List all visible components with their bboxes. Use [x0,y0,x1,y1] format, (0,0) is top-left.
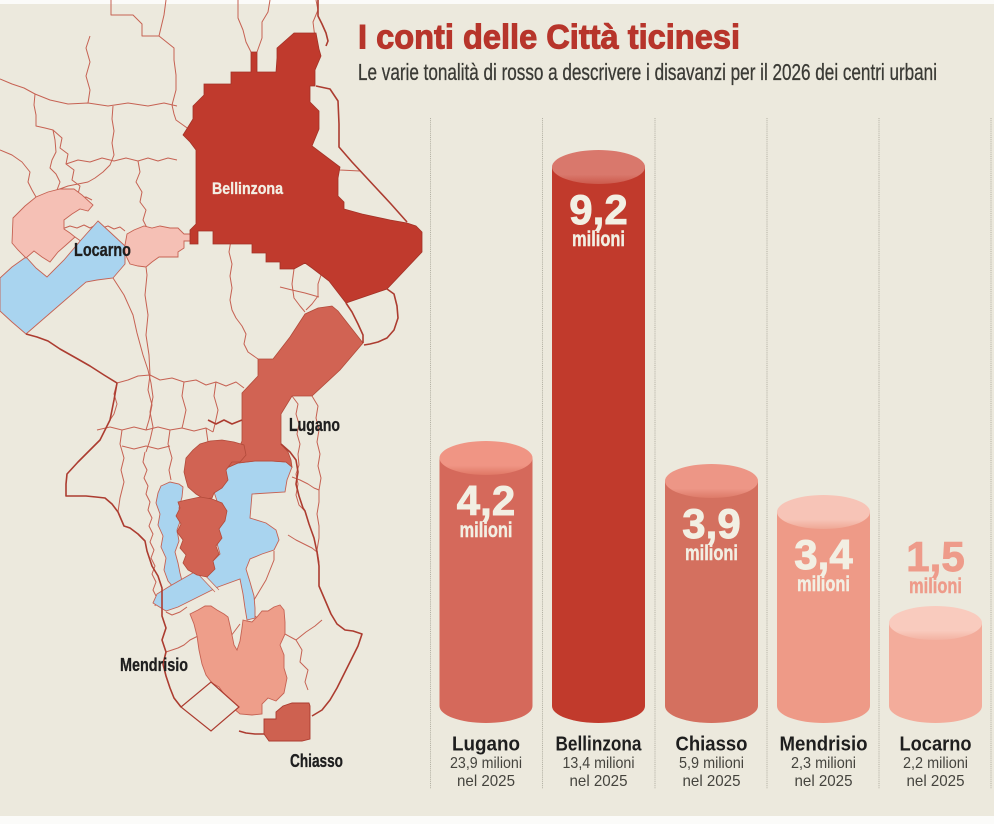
svg-text:2,3 milioni: 2,3 milioni [791,755,856,772]
svg-text:milioni: milioni [909,575,962,598]
svg-text:Mendrisio: Mendrisio [120,655,188,675]
svg-text:nel 2025: nel 2025 [907,773,965,790]
svg-text:Locarno: Locarno [74,240,131,260]
svg-text:nel 2025: nel 2025 [570,773,628,790]
svg-text:Bellinzona: Bellinzona [556,734,643,756]
svg-text:Lugano: Lugano [452,734,520,756]
svg-text:I conti delle Città ticinesi: I conti delle Città ticinesi [358,19,740,57]
svg-text:Chiasso: Chiasso [290,751,343,771]
svg-text:3,4: 3,4 [794,531,853,578]
svg-text:3,9: 3,9 [682,500,740,547]
svg-text:4,2: 4,2 [457,477,515,524]
svg-text:Bellinzona: Bellinzona [212,180,284,198]
svg-text:nel 2025: nel 2025 [457,773,515,790]
svg-text:nel 2025: nel 2025 [795,773,853,790]
svg-text:9,2: 9,2 [569,186,627,233]
svg-text:Lugano: Lugano [289,415,340,435]
svg-text:13,4 milioni: 13,4 milioni [563,755,635,772]
svg-text:milioni: milioni [572,228,625,251]
svg-text:Locarno: Locarno [900,734,972,756]
svg-text:nel 2025: nel 2025 [683,773,741,790]
svg-text:1,5: 1,5 [906,533,964,580]
svg-text:milioni: milioni [797,573,850,596]
svg-text:Le varie tonalità di rosso a d: Le varie tonalità di rosso a descrivere … [358,59,937,85]
svg-text:milioni: milioni [685,542,738,565]
svg-text:milioni: milioni [460,519,513,542]
svg-text:Mendrisio: Mendrisio [780,734,868,756]
svg-text:Chiasso: Chiasso [676,734,748,756]
svg-text:23,9 milioni: 23,9 milioni [450,755,522,772]
svg-text:2,2 milioni: 2,2 milioni [903,755,968,772]
svg-text:5,9 milioni: 5,9 milioni [679,755,744,772]
